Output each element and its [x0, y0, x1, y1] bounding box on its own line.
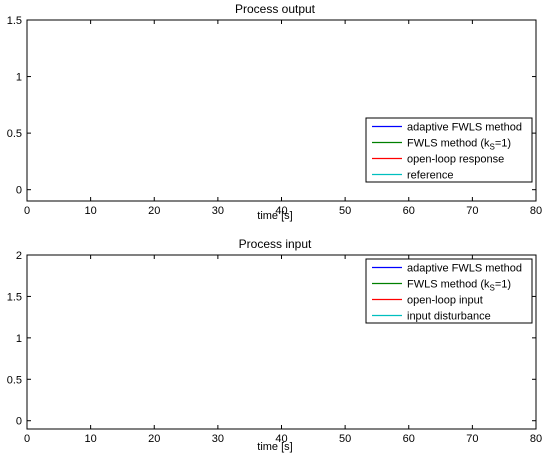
legend: adaptive FWLS method FWLS method (kS=1) op… [365, 258, 533, 324]
legend-label: FWLS method (kS=1) [407, 138, 511, 152]
legend-label: adaptive FWLS method [407, 263, 522, 275]
y-tick-label: 0.5 [7, 128, 22, 140]
x-tick-label: 40 [275, 433, 287, 445]
legend-box [365, 117, 533, 183]
legend: adaptive FWLS method FWLS method (kS=1) op… [365, 117, 533, 183]
process-input-panel: Process input time [s] 0 10 20 30 40 50 60 70 80… [7, 237, 542, 453]
x-tick-label: 50 [339, 205, 351, 217]
x-tick-label: 60 [403, 433, 415, 445]
y-tick-label: 0 [16, 185, 22, 197]
y-tick-label: 0 [16, 416, 22, 428]
legend-label: adaptive FWLS method [407, 122, 522, 134]
x-axis-label: time [s] [257, 441, 292, 453]
x-tick-label: 70 [466, 433, 478, 445]
y-tick-label: 1.5 [7, 15, 22, 27]
y-tick-label: 1 [16, 333, 22, 345]
y-tick-label: 2 [16, 250, 22, 262]
x-tick-label: 0 [24, 205, 30, 217]
legend-label: input disturbance [407, 311, 491, 323]
y-tick-label: 1 [16, 72, 22, 84]
x-tick-label: 10 [85, 433, 97, 445]
process-output-panel: Process output time [s] 0 10 20 30 40 50 60 70 8… [7, 2, 542, 222]
x-tick-label: 40 [275, 205, 287, 217]
y-tick-label: 1.5 [7, 291, 22, 303]
x-tick-label: 60 [403, 205, 415, 217]
legend-label: FWLS method (kS=1) [407, 279, 511, 293]
legend-label: open-loop response [407, 154, 504, 166]
chart-title: Process input [239, 237, 312, 251]
chart-title: Process output [235, 2, 316, 16]
x-tick-label: 10 [85, 205, 97, 217]
x-tick-label: 80 [530, 205, 542, 217]
x-tick-label: 70 [466, 205, 478, 217]
x-tick-label: 20 [148, 205, 160, 217]
y-tick-label: 0.5 [7, 374, 22, 386]
x-tick-label: 0 [24, 433, 30, 445]
x-tick-label: 50 [339, 433, 351, 445]
x-axis-label: time [s] [257, 210, 292, 222]
x-tick-label: 30 [212, 433, 224, 445]
legend-label: open-loop input [407, 295, 483, 307]
x-tick-label: 80 [530, 433, 542, 445]
legend-label: reference [407, 170, 453, 182]
legend-box [365, 258, 533, 324]
x-tick-label: 30 [212, 205, 224, 217]
x-tick-label: 20 [148, 433, 160, 445]
